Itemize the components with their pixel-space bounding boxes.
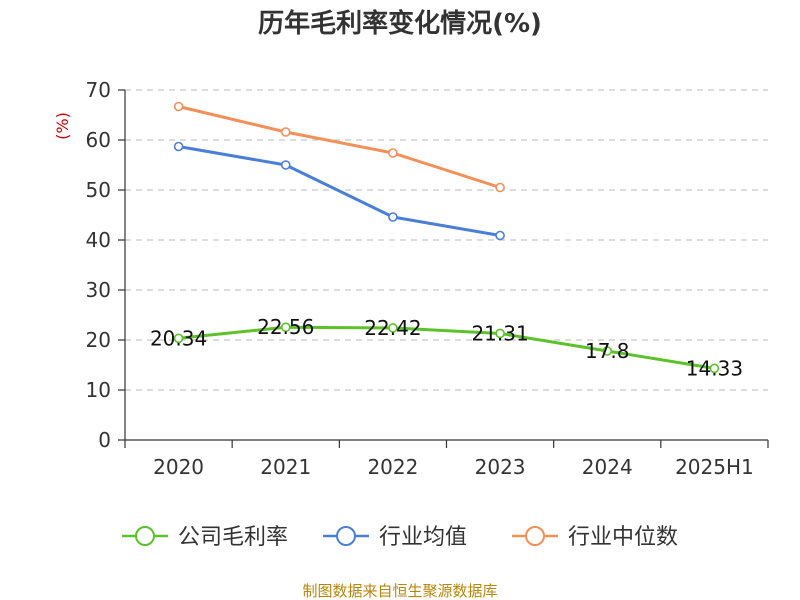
data-label: 22.42 bbox=[364, 316, 421, 340]
legend-item[interactable]: 行业中位数 bbox=[512, 525, 678, 550]
data-label: 20.34 bbox=[150, 326, 207, 350]
series-line bbox=[178, 325, 715, 370]
data-point bbox=[709, 363, 720, 374]
data-point bbox=[602, 346, 613, 356]
grid bbox=[118, 89, 768, 441]
y-tick-label: 10 bbox=[86, 378, 111, 402]
legend-label: 行业均值 bbox=[379, 525, 467, 550]
legend[interactable]: 公司毛利率 行业均值 行业中位数 bbox=[122, 525, 678, 550]
data-label: 22.56 bbox=[257, 315, 314, 339]
y-axis-label: (%) bbox=[53, 112, 72, 140]
data-point bbox=[280, 160, 291, 170]
x-tick-labels: 2020 2021 2022 2023 2024 2025H1 bbox=[153, 455, 754, 479]
x-tick-label: 2023 bbox=[475, 455, 526, 479]
chart-title: 历年毛利率变化情况(%) bbox=[258, 8, 542, 39]
data-label: 14.33 bbox=[686, 356, 743, 380]
data-point bbox=[495, 230, 505, 241]
x-tick-label: 2022 bbox=[367, 455, 418, 479]
data-point bbox=[173, 101, 184, 112]
source-note: 制图数据来自恒生聚源数据库 bbox=[302, 582, 497, 600]
series-0 bbox=[173, 322, 720, 374]
y-tick-label: 70 bbox=[86, 78, 111, 102]
series-line bbox=[178, 145, 501, 237]
data-label: 21.31 bbox=[471, 321, 528, 345]
x-tick-label: 2021 bbox=[260, 455, 311, 479]
legend-item[interactable]: 公司毛利率 bbox=[122, 525, 288, 550]
data-point bbox=[495, 328, 505, 339]
y-tick-label: 30 bbox=[86, 278, 111, 302]
y-tick-label: 60 bbox=[86, 128, 111, 152]
legend-label: 公司毛利率 bbox=[178, 525, 288, 550]
y-tick-label: 50 bbox=[86, 178, 111, 202]
data-point bbox=[280, 322, 291, 333]
y-tick-label: 0 bbox=[98, 428, 111, 452]
y-tick-label: 40 bbox=[86, 228, 111, 252]
legend-label: 行业中位数 bbox=[568, 525, 678, 550]
data-point bbox=[173, 333, 184, 344]
x-tick-label: 2020 bbox=[153, 455, 204, 479]
data-point bbox=[388, 148, 398, 158]
axes bbox=[124, 90, 769, 448]
legend-marker-icon bbox=[525, 526, 545, 546]
data-point bbox=[173, 141, 184, 152]
legend-item[interactable]: 行业均值 bbox=[323, 525, 467, 550]
series-1 bbox=[173, 141, 505, 241]
data-point bbox=[388, 212, 398, 222]
series-line bbox=[178, 105, 501, 189]
x-tick-label: 2025H1 bbox=[675, 455, 754, 479]
series-2 bbox=[173, 101, 505, 193]
legend-marker-icon bbox=[135, 526, 155, 546]
data-label: 17.8 bbox=[585, 339, 630, 363]
data-point bbox=[280, 127, 291, 137]
series-layer bbox=[173, 101, 720, 374]
y-tick-labels: 0 10 20 30 40 50 60 70 bbox=[86, 78, 111, 452]
y-tick-label: 20 bbox=[86, 328, 111, 352]
data-labels: 20.34 22.56 22.42 21.31 17.8 14.33 bbox=[150, 315, 743, 380]
x-tick-label: 2024 bbox=[582, 455, 633, 479]
data-point bbox=[495, 182, 505, 193]
data-point bbox=[388, 323, 398, 333]
legend-marker-icon bbox=[336, 526, 356, 546]
